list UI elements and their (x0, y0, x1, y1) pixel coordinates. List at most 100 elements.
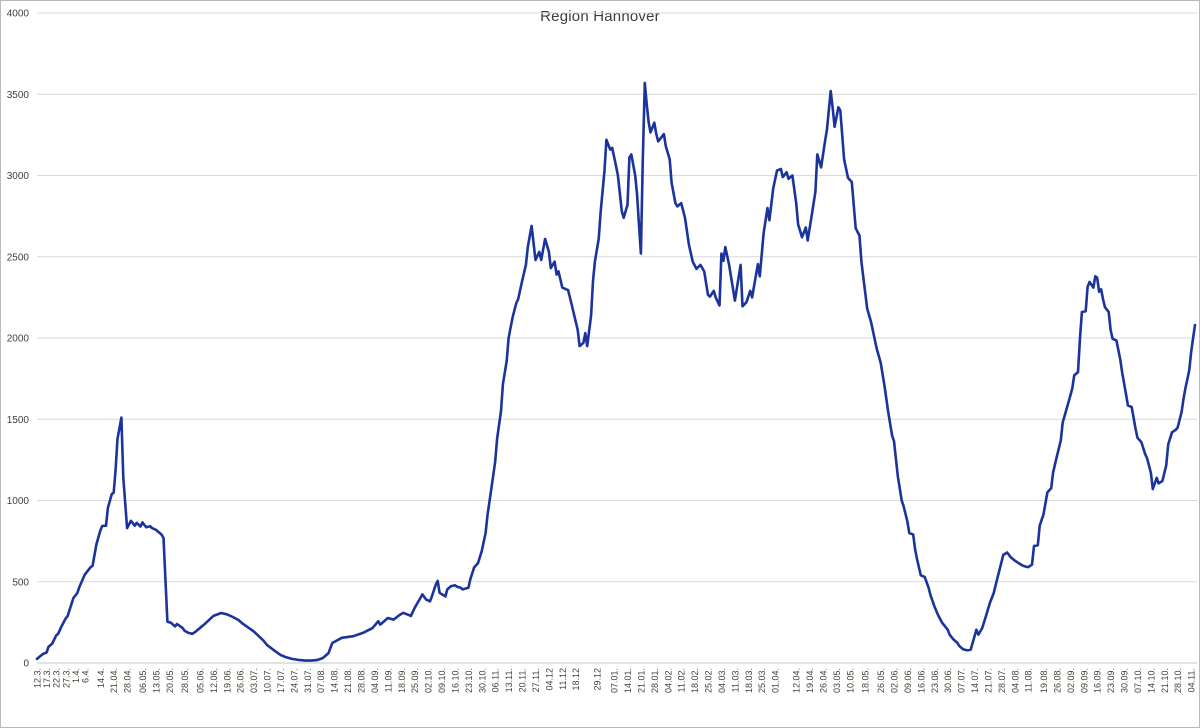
x-tick-label: 28.01. (650, 668, 660, 693)
y-tick-label: 500 (12, 577, 29, 588)
x-tick-label: 30.09. (1120, 668, 1130, 693)
x-tick-label: 20.05. (165, 668, 175, 693)
x-tick-label: 26.08. (1052, 668, 1062, 693)
x-tick-label: 12.3. (33, 668, 43, 688)
y-axis: 0 500 1000 1500 2000 2500 3000 3500 4000 (7, 9, 30, 670)
x-tick-label: 18.03. (744, 668, 754, 693)
x-tick-label: 11.08. (1024, 668, 1034, 692)
x-tick-label: 18.09. (397, 668, 407, 693)
y-tick-label: 2000 (7, 334, 30, 345)
x-tick-label: 11.03. (730, 668, 740, 692)
x-tick-label: 31.07. (303, 668, 313, 693)
x-tick-label: 04.09. (370, 668, 380, 693)
x-axis: 12.3. 17.3. 22.3. 27.3. 1.4. 6.4. 14.4. 21.04. 2… (33, 668, 1197, 693)
x-tick-label: 18.12 (571, 668, 581, 691)
x-tick-label: 14.08. (330, 668, 340, 693)
x-tick-label: 05.06. (195, 668, 205, 693)
x-tick-label: 27.3. (61, 668, 71, 688)
x-tick-label: 02.06. (889, 668, 899, 693)
x-tick-label: 28.08. (357, 668, 367, 693)
x-tick-label: 06.11. (491, 668, 501, 692)
x-tick-label: 16.09. (1093, 668, 1103, 693)
x-tick-label: 29.12 (592, 668, 602, 691)
x-tick-label: 21.01. (636, 668, 646, 693)
x-tick-label: 14.10. (1146, 668, 1156, 693)
x-tick-label: 16.10. (450, 668, 460, 693)
y-tick-label: 4000 (7, 9, 30, 20)
x-tick-label: 28.10. (1173, 668, 1183, 693)
x-tick-label: 03.05. (832, 668, 842, 693)
y-gridlines (37, 12, 1197, 664)
x-tick-label: 10.05. (845, 668, 855, 693)
x-tick-label: 27.11. (531, 668, 541, 692)
x-tick-label: 19.04. (805, 668, 815, 693)
y-tick-label: 1000 (7, 496, 30, 507)
x-tick-label: 09.06. (903, 668, 913, 693)
y-tick-label: 1500 (7, 415, 30, 426)
x-tick-label: 21.04. (109, 668, 119, 693)
x-tick-label: 12.04. (792, 668, 802, 693)
x-tick-label: 21.08. (343, 668, 353, 693)
x-tick-label: 17.3. (42, 668, 52, 688)
x-tick-label: 19.08. (1039, 668, 1049, 693)
x-tick-label: 28.04. (123, 668, 133, 693)
x-tick-label: 06.05. (138, 668, 148, 693)
x-tick-label: 28.05. (180, 668, 190, 693)
x-tick-label: 23.09. (1106, 668, 1116, 693)
x-tick-label: 23.10. (464, 668, 474, 693)
x-tick-label: 19.06. (222, 668, 232, 693)
x-tick-label: 17.07. (276, 668, 286, 693)
x-tick-label: 26.06. (236, 668, 246, 693)
series-line (35, 81, 1197, 662)
y-tick-label: 3500 (7, 90, 30, 101)
x-tick-label: 02.10. (424, 668, 434, 693)
x-tick-label: 30.06. (943, 668, 953, 693)
x-tick-label: 09.10. (437, 668, 447, 693)
x-tick-label: 14.4. (96, 668, 106, 688)
x-tick-label: 16.06. (916, 668, 926, 693)
x-tick-label: 28.07. (997, 668, 1007, 693)
y-tick-label: 2500 (7, 252, 30, 263)
x-tick-label: 07.10. (1133, 668, 1143, 693)
x-tick-label: 26.04. (819, 668, 829, 693)
x-tick-label: 04.11. (1187, 668, 1197, 692)
x-tick-label: 24.07. (289, 668, 299, 693)
x-tick-label: 25.09. (410, 668, 420, 693)
x-tick-label: 18.02. (690, 668, 700, 693)
chart-title: Region Hannover (540, 8, 660, 25)
x-tick-label: 07.07. (957, 668, 967, 693)
x-tick-label: 04.03. (717, 668, 727, 693)
x-tick-label: 18.05. (861, 668, 871, 693)
x-tick-label: 07.01. (610, 668, 620, 693)
x-tick-label: 21.07. (983, 668, 993, 693)
x-tick-label: 25.02. (704, 668, 714, 693)
x-tick-label: 04.08. (1010, 668, 1020, 693)
x-tick-label: 14.01. (623, 668, 633, 693)
x-tick-label: 25.03. (757, 668, 767, 693)
x-tick-label: 11.09. (383, 668, 393, 692)
x-tick-label: 11.12 (558, 668, 568, 690)
x-tick-label: 12.06. (209, 668, 219, 693)
x-tick-label: 13.11. (504, 668, 514, 692)
x-tick-label: 01.04. (771, 668, 781, 693)
x-tick-label: 03.07. (249, 668, 259, 693)
x-tick-label: 26.05. (876, 668, 886, 693)
x-tick-label: 22.3. (52, 668, 62, 688)
x-tick-label: 02.09. (1066, 668, 1076, 693)
x-tick-label: 20.11. (518, 668, 528, 692)
x-tick-label: 07.08. (316, 668, 326, 693)
x-tick-label: 14.07. (970, 668, 980, 693)
x-tick-label: 04.12 (544, 668, 554, 691)
x-tick-label: 13.05. (151, 668, 161, 693)
x-tick-label: 21.10. (1160, 668, 1170, 693)
y-tick-label: 3000 (7, 171, 30, 182)
x-tick-label: 30.10. (477, 668, 487, 693)
x-tick-label: 1.4. (71, 668, 81, 683)
x-tick-label: 23.06. (930, 668, 940, 693)
x-tick-label: 09.09. (1079, 668, 1089, 693)
x-tick-label: 11.02. (677, 668, 687, 692)
y-tick-label: 0 (23, 659, 29, 670)
x-tick-label: 04.02. (663, 668, 673, 693)
